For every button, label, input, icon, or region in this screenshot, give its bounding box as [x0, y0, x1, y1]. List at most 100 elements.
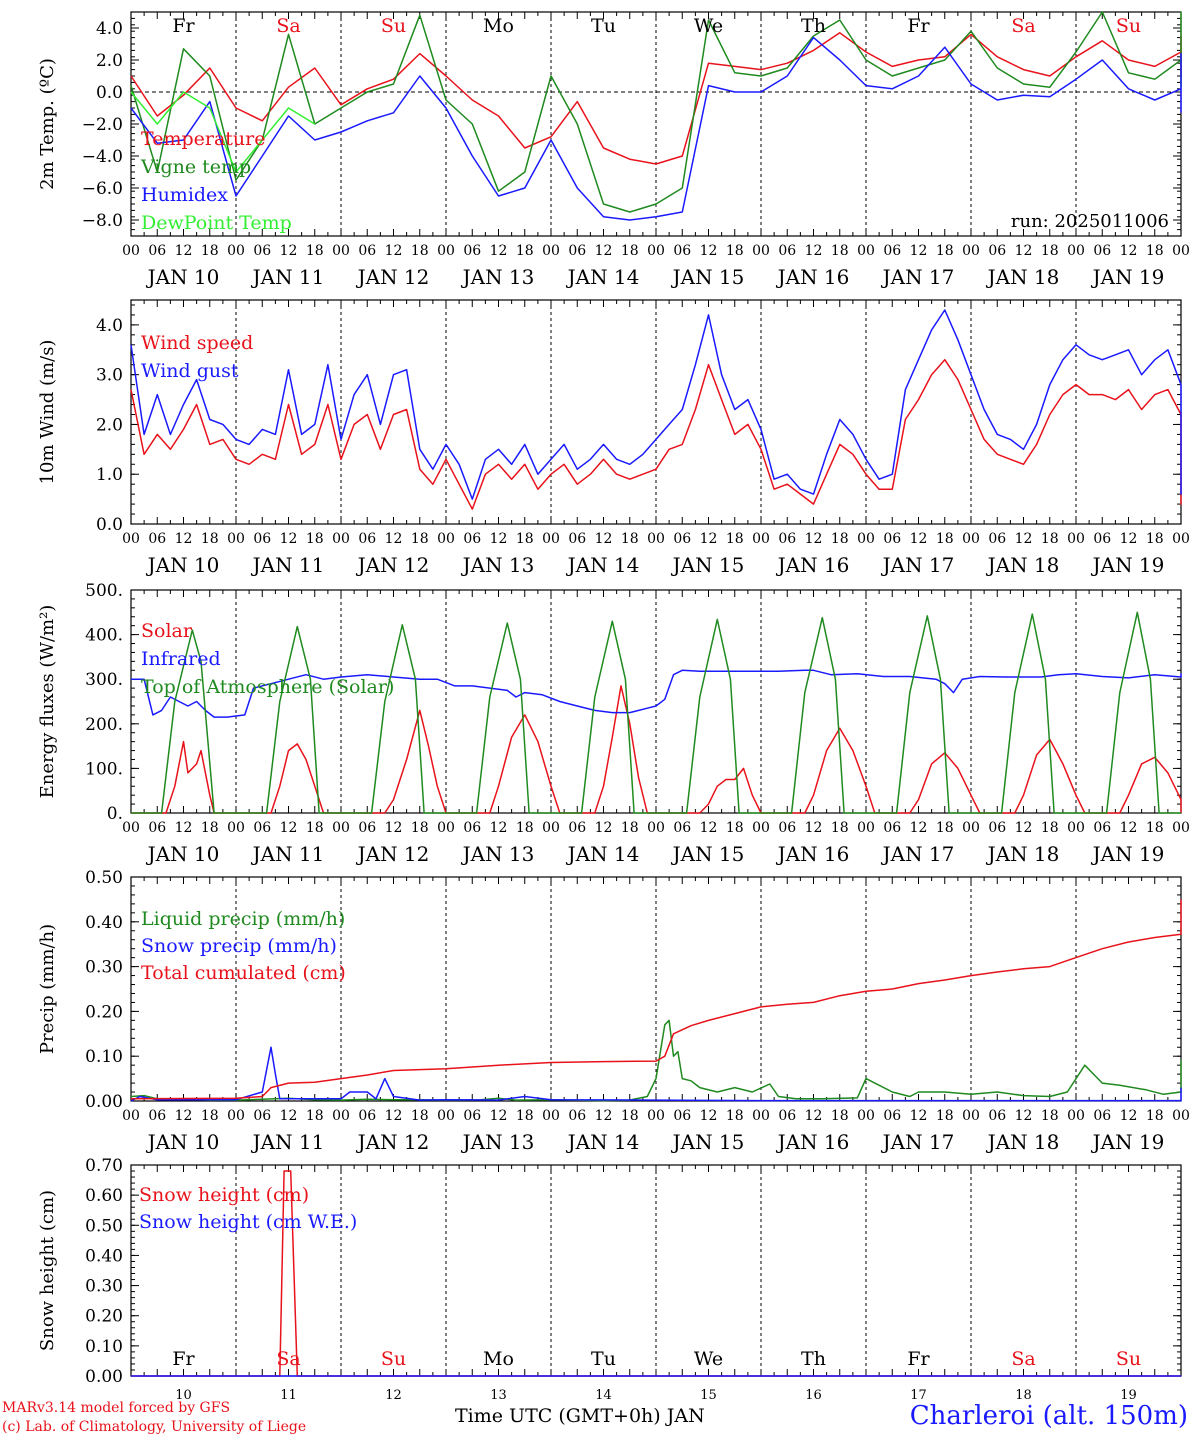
hour-tick-label: 06 — [358, 1108, 376, 1124]
hour-tick-label: 12 — [1120, 243, 1138, 259]
hour-tick-label: 18 — [621, 243, 639, 259]
hour-tick-label: 18 — [621, 531, 639, 547]
hour-tick-label: 12 — [490, 243, 508, 259]
series-line-top-of-atmosphere-solar- — [131, 611, 1181, 814]
hour-tick-label: 00 — [122, 243, 140, 259]
hour-tick-label: 00 — [1172, 531, 1190, 547]
hour-tick-label: 18 — [1041, 243, 1059, 259]
hour-tick-label: 06 — [673, 531, 691, 547]
hour-tick-label: 00 — [647, 820, 665, 836]
station-title: Charleroi (alt. 150m) — [909, 1401, 1188, 1431]
hour-tick-label: 18 — [831, 1108, 849, 1124]
weekday-label: Su — [381, 1348, 406, 1370]
y-tick-label: 400. — [85, 626, 123, 646]
y-tick-label: 0.50 — [85, 1216, 123, 1236]
day-number-label: 16 — [805, 1388, 822, 1403]
plot-frame — [130, 11, 1182, 237]
hour-tick-label: 06 — [778, 1108, 796, 1124]
panel-3: 0. 100. 200. 300. 400. 500. Energy fluxes (W/m… — [37, 581, 1190, 866]
hour-tick-label: 06 — [148, 1108, 166, 1124]
hour-tick-label: 12 — [910, 531, 928, 547]
hour-tick-label: 00 — [227, 1108, 245, 1124]
series-line-infrared — [131, 669, 1182, 718]
hour-tick-label: 18 — [201, 1108, 219, 1124]
day-number-label: 17 — [910, 1388, 927, 1403]
hour-tick-label: 00 — [542, 531, 560, 547]
hour-tick-label: 12 — [1015, 1108, 1033, 1124]
hour-tick-label: 12 — [175, 820, 193, 836]
hour-tick-label: 12 — [595, 243, 613, 259]
hour-tick-label: 00 — [227, 820, 245, 836]
hour-tick-label: 18 — [726, 820, 744, 836]
legend-entry: Snow height (cm W.E.) — [139, 1211, 357, 1233]
hour-tick-label: 00 — [752, 1108, 770, 1124]
hour-tick-label: 06 — [883, 820, 901, 836]
hour-tick-label: 18 — [936, 243, 954, 259]
hour-tick-label: 06 — [1093, 1108, 1111, 1124]
y-tick-label: 0.00 — [85, 1092, 123, 1112]
day-label: JAN 18 — [986, 1130, 1060, 1154]
plot-frame — [130, 299, 1182, 525]
series-line-snow-precip-mm-h- — [130, 1046, 1182, 1102]
hour-tick-label: 18 — [621, 1108, 639, 1124]
hour-tick-label: 12 — [805, 820, 823, 836]
day-label: JAN 13 — [461, 553, 535, 577]
y-tick-label: 0.30 — [85, 958, 123, 978]
y-tick-label: 0.0 — [96, 83, 123, 103]
y-tick-label: 3.0 — [96, 366, 123, 386]
hour-tick-label: 18 — [936, 531, 954, 547]
y-tick-label: 0.10 — [85, 1337, 123, 1357]
legend-entry: DewPoint Temp — [141, 212, 292, 234]
weekday-label: Tu — [591, 1348, 616, 1370]
hour-tick-label: 12 — [1120, 820, 1138, 836]
weekday-label: Th — [801, 15, 826, 37]
hour-tick-label: 06 — [253, 820, 271, 836]
hour-tick-label: 12 — [280, 243, 298, 259]
hour-tick-label: 12 — [385, 820, 403, 836]
hour-tick-label: 18 — [411, 243, 429, 259]
day-label: JAN 10 — [146, 842, 220, 866]
hour-tick-label: 00 — [332, 243, 350, 259]
y-tick-label: −8.0 — [82, 211, 123, 231]
hour-tick-label: 00 — [332, 531, 350, 547]
weekday-label: Mo — [483, 1348, 514, 1370]
hour-tick-label: 06 — [148, 243, 166, 259]
day-label: JAN 15 — [671, 265, 745, 289]
hour-tick-label: 18 — [1146, 243, 1164, 259]
hour-tick-label: 12 — [175, 1108, 193, 1124]
day-label: JAN 10 — [146, 265, 220, 289]
hour-tick-label: 12 — [1015, 531, 1033, 547]
day-label: JAN 14 — [566, 842, 640, 866]
day-label: JAN 19 — [1091, 265, 1165, 289]
hour-tick-label: 18 — [411, 1108, 429, 1124]
day-label: JAN 17 — [881, 265, 955, 289]
hour-tick-label: 18 — [831, 820, 849, 836]
day-label: JAN 13 — [461, 265, 535, 289]
hour-tick-label: 06 — [358, 243, 376, 259]
hour-tick-label: 00 — [1172, 243, 1190, 259]
hour-tick-label: 18 — [936, 1108, 954, 1124]
hour-tick-label: 00 — [962, 531, 980, 547]
hour-tick-label: 12 — [1120, 531, 1138, 547]
hour-tick-label: 00 — [752, 243, 770, 259]
hour-tick-label: 06 — [883, 243, 901, 259]
day-label: JAN 18 — [986, 842, 1060, 866]
hour-tick-label: 00 — [857, 1108, 875, 1124]
panel-1: 4.0 2.0 0.0 −2.0 −4.0 −6.0 −8.0 2m Temp. (ºC) Te… — [37, 11, 1190, 289]
day-label: JAN 11 — [251, 553, 325, 577]
hour-tick-label: 06 — [463, 1108, 481, 1124]
hour-tick-label: 00 — [857, 243, 875, 259]
weekday-label: Tu — [591, 15, 616, 37]
day-label: JAN 11 — [251, 265, 325, 289]
day-label: JAN 10 — [146, 1130, 220, 1154]
hour-tick-label: 06 — [358, 531, 376, 547]
y-tick-label: 0.20 — [85, 1002, 123, 1022]
hour-tick-label: 18 — [1146, 531, 1164, 547]
hour-tick-label: 18 — [831, 243, 849, 259]
hour-tick-label: 12 — [805, 1108, 823, 1124]
day-label: JAN 13 — [461, 842, 535, 866]
day-label: JAN 19 — [1091, 1130, 1165, 1154]
day-label: JAN 12 — [356, 265, 430, 289]
day-label: JAN 11 — [251, 1130, 325, 1154]
